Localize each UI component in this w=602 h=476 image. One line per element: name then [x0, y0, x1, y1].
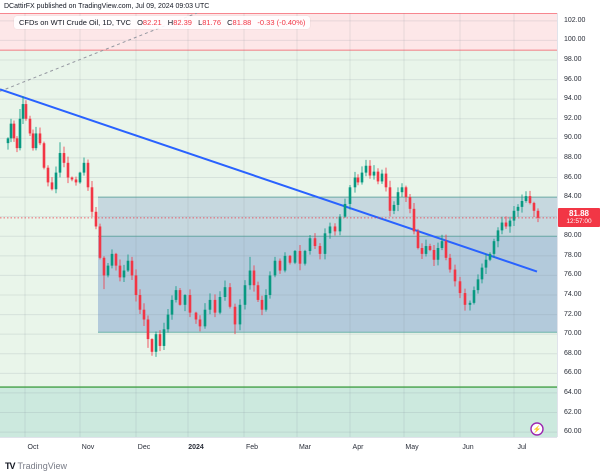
- close-value: 81.88: [232, 18, 252, 27]
- price-tick-label: 102.00: [564, 16, 586, 24]
- price-tick-label: 78.00: [564, 251, 582, 259]
- time-tick-label: Mar: [298, 444, 312, 451]
- price-tick-label: 76.00: [564, 271, 582, 279]
- price-tick-label: 70.00: [564, 330, 582, 338]
- price-tick-label: 60.00: [564, 428, 582, 436]
- price-chart-canvas[interactable]: ⚡: [0, 13, 557, 437]
- time-tick-label: Oct: [27, 444, 39, 451]
- descending-trendline[interactable]: [0, 88, 538, 273]
- price-tick-label: 74.00: [564, 291, 582, 298]
- change-value: -0.33 (-0.40%): [257, 18, 306, 27]
- time-tick-label: May: [405, 444, 419, 451]
- bullish-background-zone: [0, 50, 557, 437]
- timeline-event-marker-icon[interactable]: [530, 422, 544, 436]
- blue-box-upper: [98, 197, 557, 237]
- price-tick-label: 72.00: [564, 310, 582, 318]
- tradingview-logo-text[interactable]: TradingView: [17, 461, 68, 471]
- grid: [0, 13, 557, 437]
- chart-plot-area[interactable]: ⚡: [0, 13, 557, 437]
- price-tick-label: 86.00: [564, 173, 582, 181]
- price-tick-label: 84.00: [564, 193, 582, 201]
- time-tick-label: Jun: [462, 444, 474, 451]
- publish-byline: DCattirFX published on TradingView.com, …: [4, 3, 210, 10]
- price-tick-label: 96.00: [564, 75, 582, 83]
- price-tick-label: 88.00: [564, 153, 582, 161]
- price-tick-label: 68.00: [564, 349, 582, 357]
- high-label: H: [167, 18, 174, 27]
- high-value: 82.39: [173, 18, 192, 27]
- footer: TV TradingView: [5, 461, 67, 471]
- price-tick-label: 98.00: [564, 56, 582, 63]
- time-axis[interactable]: Oct Nov Dec 2024 Feb Mar Apr May Jun Jul: [0, 437, 557, 459]
- time-tick-label: 2024: [188, 444, 204, 451]
- time-tick-label: Feb: [245, 444, 259, 451]
- tradingview-logo-icon[interactable]: TV: [5, 461, 15, 471]
- price-tick-label: 62.00: [564, 408, 582, 416]
- open-value: 82.21: [142, 18, 162, 27]
- last-price-axis-label: 81.88 12:57:00: [558, 207, 600, 227]
- time-tick-label: Jul: [517, 444, 527, 451]
- price-tick-label: 94.00: [564, 95, 582, 103]
- low-value: 81.76: [202, 18, 222, 27]
- price-tick-label: 66.00: [564, 369, 582, 377]
- price-tick-label: 64.00: [564, 388, 582, 396]
- open-label: O: [137, 18, 143, 27]
- price-tick-label: 90.00: [564, 134, 582, 142]
- symbol-title: CFDs on WTI Crude Oil, 1D, TVC: [19, 18, 131, 27]
- time-tick-label: Nov: [81, 444, 95, 451]
- candlesticks: [6, 96, 540, 357]
- svg-text:⚡: ⚡: [533, 425, 542, 434]
- low-label: L: [198, 18, 203, 27]
- price-tick-label: 100.00: [564, 36, 586, 44]
- support-zone: [0, 387, 557, 437]
- close-label: C: [227, 18, 233, 27]
- price-tick-label: 92.00: [564, 114, 582, 122]
- price-tick-label: 80.00: [564, 232, 582, 240]
- bar-countdown: 12:57:00: [566, 217, 592, 225]
- symbol-legend[interactable]: CFDs on WTI Crude Oil, 1D, TVC O82.21 H8…: [14, 16, 311, 29]
- time-tick-label: Apr: [352, 444, 364, 451]
- time-tick-label: Dec: [137, 444, 151, 451]
- last-price-value: 81.88: [568, 208, 590, 218]
